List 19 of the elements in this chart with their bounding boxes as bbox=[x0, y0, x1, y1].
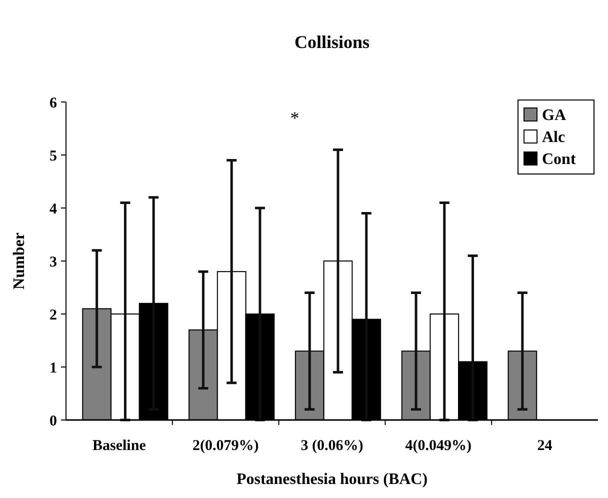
y-tick-label: 1 bbox=[50, 360, 57, 376]
y-axis-title: Number bbox=[11, 232, 28, 290]
x-tick-label: 24 bbox=[537, 438, 553, 454]
y-tick-label: 5 bbox=[50, 148, 57, 164]
chart-title: Collisions bbox=[294, 32, 370, 52]
y-tick-label: 6 bbox=[50, 95, 58, 112]
x-axis-title: Postanesthesia hours (BAC) bbox=[236, 471, 428, 488]
annotation: * bbox=[290, 108, 300, 128]
y-tick-label: 2 bbox=[50, 307, 57, 324]
legend-label: Cont bbox=[542, 151, 576, 168]
y-tick-label: 4 bbox=[50, 201, 58, 218]
y-tick-label: 0 bbox=[50, 413, 57, 430]
legend-label: GA bbox=[542, 107, 566, 124]
y-tick-label: 3 bbox=[50, 254, 57, 270]
x-tick-label: 4(0.049%) bbox=[405, 438, 472, 454]
legend-label: Alc bbox=[542, 129, 566, 146]
x-tick-label: 3 (0.06%) bbox=[300, 438, 364, 454]
x-tick-label: 2(0.079%) bbox=[192, 438, 259, 454]
x-tick-label: Baseline bbox=[92, 438, 146, 454]
